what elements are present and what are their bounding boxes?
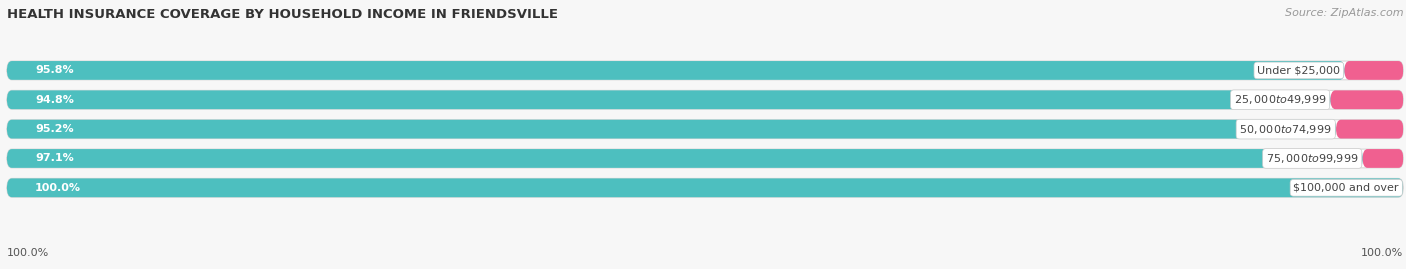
Text: $75,000 to $99,999: $75,000 to $99,999 xyxy=(1265,152,1358,165)
Text: 100.0%: 100.0% xyxy=(35,183,82,193)
FancyBboxPatch shape xyxy=(7,178,1403,197)
FancyBboxPatch shape xyxy=(1336,120,1403,139)
Text: 94.8%: 94.8% xyxy=(35,95,75,105)
Text: 95.8%: 95.8% xyxy=(35,65,73,75)
Text: 97.1%: 97.1% xyxy=(35,154,73,164)
FancyBboxPatch shape xyxy=(7,90,1403,109)
Text: Source: ZipAtlas.com: Source: ZipAtlas.com xyxy=(1285,8,1403,18)
FancyBboxPatch shape xyxy=(7,149,1403,168)
Text: HEALTH INSURANCE COVERAGE BY HOUSEHOLD INCOME IN FRIENDSVILLE: HEALTH INSURANCE COVERAGE BY HOUSEHOLD I… xyxy=(7,8,558,21)
Text: $50,000 to $74,999: $50,000 to $74,999 xyxy=(1240,123,1331,136)
FancyBboxPatch shape xyxy=(1344,61,1403,80)
FancyBboxPatch shape xyxy=(1362,149,1403,168)
Text: 100.0%: 100.0% xyxy=(1361,248,1403,258)
FancyBboxPatch shape xyxy=(7,120,1336,139)
FancyBboxPatch shape xyxy=(7,61,1403,80)
FancyBboxPatch shape xyxy=(7,149,1362,168)
Text: Under $25,000: Under $25,000 xyxy=(1257,65,1340,75)
FancyBboxPatch shape xyxy=(7,120,1403,139)
Text: $100,000 and over: $100,000 and over xyxy=(1294,183,1399,193)
Text: $25,000 to $49,999: $25,000 to $49,999 xyxy=(1234,93,1326,106)
FancyBboxPatch shape xyxy=(7,61,1344,80)
FancyBboxPatch shape xyxy=(7,178,1403,197)
FancyBboxPatch shape xyxy=(7,90,1330,109)
Text: 95.2%: 95.2% xyxy=(35,124,73,134)
FancyBboxPatch shape xyxy=(1330,90,1403,109)
Legend: With Coverage, Without Coverage: With Coverage, Without Coverage xyxy=(575,266,835,269)
Text: 100.0%: 100.0% xyxy=(7,248,49,258)
